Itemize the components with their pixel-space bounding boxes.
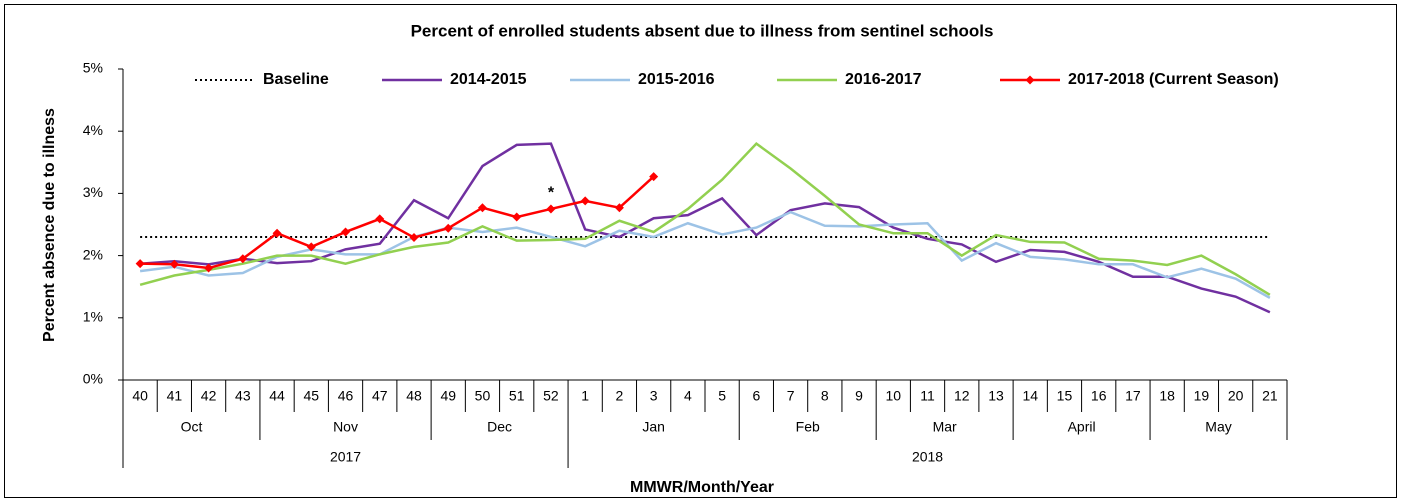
x-tick-label: 12 [954,388,970,404]
x-tick-label: 9 [855,388,863,404]
data-marker [169,259,179,269]
data-marker [306,242,316,252]
x-tick-label: 42 [201,388,217,404]
legend-label: 2017-2018 (Current Season) [1068,71,1279,88]
x-tick-label: 41 [167,388,183,404]
legend-label: Baseline [263,71,329,88]
x-tick-label: 49 [440,388,456,404]
x-tick-label: 6 [752,388,760,404]
data-marker [443,223,453,233]
month-label: May [1205,419,1231,435]
x-tick-label: 44 [269,388,285,404]
month-label: Feb [796,419,820,435]
month-label: Jan [642,419,665,435]
x-tick-label: 17 [1125,388,1141,404]
x-tick-label: 20 [1228,388,1244,404]
data-marker [580,196,590,206]
x-tick-label: 11 [920,388,935,404]
data-marker [512,212,522,222]
data-marker [409,233,419,243]
year-label: 2018 [912,449,943,465]
x-tick-label: 19 [1194,388,1210,404]
x-tick-label: 15 [1057,388,1073,404]
data-marker [238,254,248,264]
data-marker [341,227,351,237]
x-tick-label: 18 [1159,388,1175,404]
x-tick-label: 16 [1091,388,1107,404]
y-tick-label: 5% [83,60,103,76]
series-line [140,175,655,270]
x-tick-label: 4 [684,388,692,404]
y-tick-label: 3% [83,184,103,200]
month-label: April [1068,419,1096,435]
x-tick-label: 7 [787,388,795,404]
data-marker [546,204,556,214]
data-marker [204,263,214,273]
y-tick-label: 4% [83,122,103,138]
x-tick-label: 8 [821,388,829,404]
chart-title: Percent of enrolled students absent due … [411,21,994,40]
frame [4,4,1397,498]
legend-label: 2016-2017 [845,71,922,88]
month-label: Oct [181,419,203,435]
x-tick-label: 1 [581,388,589,404]
x-tick-label: 45 [304,388,320,404]
series-line [139,141,1271,296]
series-line [139,210,1271,299]
annotation: * [548,185,555,202]
x-tick-label: 51 [509,388,525,404]
data-marker [649,172,659,182]
x-tick-label: 21 [1262,388,1278,404]
x-tick-label: 50 [475,388,491,404]
data-marker [135,259,145,269]
x-tick-label: 10 [886,388,902,404]
legend-label: 2014-2015 [450,71,527,88]
y-tick-label: 0% [83,371,103,387]
year-label: 2017 [330,449,361,465]
x-tick-label: 43 [235,388,251,404]
x-tick-label: 14 [1022,388,1038,404]
y-axis-title: Percent absence due to illness [41,108,58,342]
x-tick-label: 46 [338,388,354,404]
y-tick-label: 2% [83,246,103,262]
legend-label: 2015-2016 [638,71,715,88]
x-tick-label: 47 [372,388,388,404]
x-axis-title: MMWR/Month/Year [630,479,774,496]
data-marker [614,203,624,213]
data-marker [375,214,385,224]
x-tick-label: 40 [132,388,148,404]
month-label: Nov [333,419,358,435]
x-tick-label: 13 [988,388,1004,404]
series-line [140,142,1271,314]
month-label: Dec [487,419,512,435]
x-tick-label: 5 [718,388,726,404]
month-label: Mar [933,419,957,435]
data-marker [272,228,282,238]
x-tick-label: 3 [650,388,658,404]
x-tick-label: 52 [543,388,559,404]
y-tick-label: 1% [83,309,103,325]
data-marker [477,203,487,213]
x-tick-label: 2 [616,388,624,404]
legend-marker [1025,75,1035,85]
x-tick-label: 48 [406,388,422,404]
